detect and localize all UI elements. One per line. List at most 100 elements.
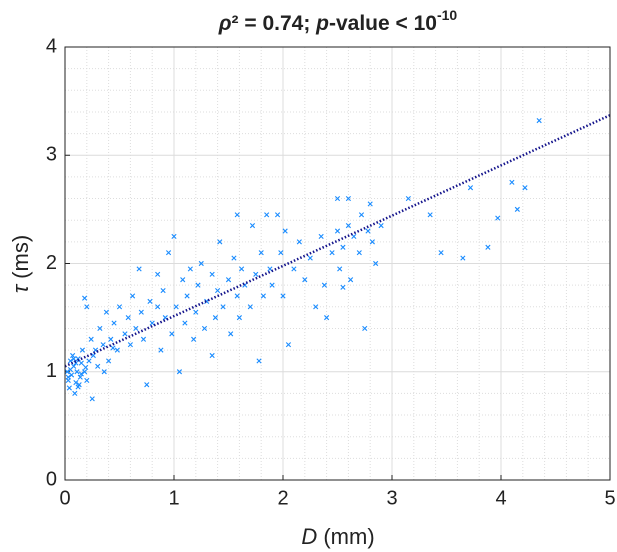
scatter-point xyxy=(79,347,86,353)
scatter-point xyxy=(347,277,354,283)
scatter-point xyxy=(72,390,78,396)
y-label-part: τ xyxy=(8,283,33,293)
scatter-point xyxy=(184,293,190,299)
x-tick-label: 0 xyxy=(59,487,70,509)
x-tick-label: 5 xyxy=(604,487,615,509)
scatter-point xyxy=(212,315,219,321)
scatter-point xyxy=(318,233,324,240)
scatter-point xyxy=(373,260,379,267)
scatter-point xyxy=(234,293,240,299)
scatter-point xyxy=(274,212,281,218)
scatter-point xyxy=(209,271,215,277)
scatter-point xyxy=(111,320,117,326)
scatter-point xyxy=(127,342,133,348)
scatter-point xyxy=(485,244,491,250)
scatter-point xyxy=(78,371,84,377)
scatter-point xyxy=(220,304,226,310)
scatter-point xyxy=(249,223,256,229)
y-tick-label: 1 xyxy=(46,360,57,382)
scatter-point xyxy=(75,356,81,362)
scatter-point xyxy=(307,255,313,261)
scatter-point xyxy=(158,347,164,353)
scatter-point xyxy=(334,195,341,202)
scatter-point xyxy=(405,195,411,202)
title-part: ρ xyxy=(218,12,232,35)
scatter-point xyxy=(337,266,343,272)
scatter-point xyxy=(302,277,308,283)
scatter-point xyxy=(280,293,286,299)
scatter-point xyxy=(256,358,262,364)
x-label-part: (mm) xyxy=(317,524,374,549)
scatter-point xyxy=(191,336,197,342)
scatter-point xyxy=(171,233,177,240)
scatter-point xyxy=(269,282,275,288)
scatter-point xyxy=(160,287,166,294)
scatter-point xyxy=(82,295,88,301)
scatter-point xyxy=(247,304,253,310)
scatter-point xyxy=(296,239,302,245)
scatter-point xyxy=(514,206,520,212)
y-tick-label: 0 xyxy=(46,468,57,490)
scatter-point xyxy=(253,271,259,277)
scatter-point xyxy=(182,320,188,326)
scatter-point xyxy=(129,293,136,299)
scatter-point xyxy=(101,369,107,375)
scatter-point xyxy=(228,331,234,337)
scatter-point xyxy=(74,369,80,375)
scatter-point xyxy=(86,358,92,364)
scatter-point xyxy=(114,347,120,353)
scatter-point xyxy=(103,309,110,315)
scatter-point xyxy=(110,345,116,351)
scatter-point xyxy=(116,304,123,310)
x-tick-label: 2 xyxy=(277,487,288,509)
scatter-point xyxy=(66,385,72,391)
scatter-point xyxy=(345,223,351,229)
scatter-point xyxy=(225,277,232,283)
y-axis-label: τ (ms) xyxy=(8,235,33,293)
scatter-point xyxy=(193,309,199,315)
scatter-point xyxy=(125,315,131,321)
scatter-point xyxy=(165,250,172,256)
scatter-point xyxy=(195,282,201,288)
scatter-point xyxy=(173,304,179,310)
scatter-point xyxy=(67,366,74,373)
scatter-point xyxy=(147,298,153,304)
scatter-point xyxy=(509,179,515,185)
scatter-point xyxy=(260,293,266,299)
scatter-point xyxy=(187,266,193,272)
scatter-point xyxy=(345,195,351,202)
x-axis-label: D (mm) xyxy=(301,524,374,549)
scatter-point xyxy=(340,244,346,250)
scatter-point xyxy=(138,309,144,315)
scatter-point xyxy=(282,228,288,234)
scatter-point xyxy=(140,336,147,342)
scatter-point xyxy=(65,374,71,380)
scatter-point xyxy=(95,363,101,369)
scatter-point xyxy=(278,250,284,256)
scatter-point xyxy=(321,282,328,288)
title-part: ² = 0.74; xyxy=(232,12,317,35)
scatter-point xyxy=(238,266,245,272)
title-part: -value < 10 xyxy=(329,12,437,35)
y-tick-label: 3 xyxy=(46,144,57,166)
scatter-point xyxy=(84,304,90,310)
scatter-point xyxy=(136,266,142,272)
scatter-point xyxy=(460,255,466,261)
scatter-point xyxy=(78,360,84,366)
title-part: p xyxy=(315,12,329,35)
scatter-point xyxy=(201,325,208,332)
scatter-point xyxy=(522,185,528,191)
y-label-part: (ms) xyxy=(8,235,33,285)
scatter-point xyxy=(365,228,371,234)
scatter-point xyxy=(176,369,183,375)
scatter-point xyxy=(133,325,139,332)
scatter-point xyxy=(258,250,264,256)
scatter-point xyxy=(64,369,70,375)
scatter-point xyxy=(340,284,346,290)
scatter-point xyxy=(106,358,112,364)
scatter-point xyxy=(68,372,75,378)
chart-title: ρ² = 0.74; p-value < 10-10 xyxy=(218,7,458,35)
scatter-point xyxy=(122,331,128,337)
scatter-point xyxy=(231,255,237,261)
scatter-point xyxy=(291,266,297,272)
